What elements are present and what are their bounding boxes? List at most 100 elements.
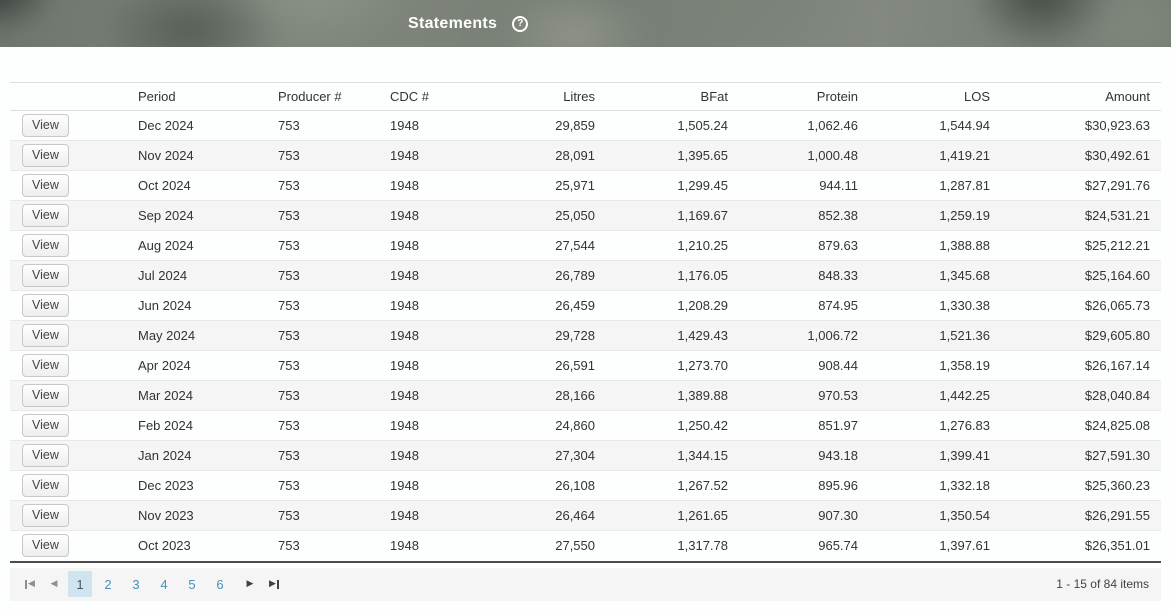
page-button-4[interactable]: 4 <box>160 576 168 592</box>
cell-amount: $30,923.63 <box>1001 110 1161 141</box>
cell-view: View <box>10 320 138 351</box>
next-page-button[interactable]: ▶ <box>238 571 262 597</box>
header-title-group: Statements ? <box>408 15 529 33</box>
cell-protein: 852.38 <box>739 200 869 231</box>
cell-litres: 27,544 <box>510 230 606 261</box>
cell-litres: 29,859 <box>510 110 606 141</box>
cell-bfat: 1,344.15 <box>606 440 739 471</box>
cell-protein: 1,062.46 <box>739 110 869 141</box>
view-statement-button[interactable]: View <box>22 414 69 437</box>
cell-view: View <box>10 470 138 501</box>
cell-producer_no: 753 <box>278 260 390 291</box>
cell-period: Aug 2024 <box>138 230 278 261</box>
statements-table: Period Producer # CDC # Litres BFat Prot… <box>10 82 1161 561</box>
view-statement-button[interactable]: View <box>22 504 69 527</box>
view-statement-button[interactable]: View <box>22 294 69 317</box>
help-icon[interactable]: ? <box>512 15 529 32</box>
table-row: View Jul 2024 753 1948 26,789 1,176.05 848.33 1… <box>10 260 1161 291</box>
view-statement-button[interactable]: View <box>22 204 69 227</box>
cell-view: View <box>10 350 138 381</box>
cell-los: 1,419.21 <box>869 140 1001 171</box>
cell-bfat: 1,299.45 <box>606 170 739 201</box>
view-statement-button[interactable]: View <box>22 234 69 257</box>
cell-amount: $27,591.30 <box>1001 440 1161 471</box>
view-statement-button[interactable]: View <box>22 534 69 558</box>
page-button-2[interactable]: 2 <box>104 576 112 592</box>
cell-period: Oct 2023 <box>138 538 191 554</box>
table-row: View Nov 2024 753 1948 28,091 1,395.65 1,000.4… <box>10 140 1161 171</box>
cell-litres: 26,789 <box>510 260 606 291</box>
cell-protein: 1,000.48 <box>739 140 869 171</box>
cell-cdc_no: 1948 <box>390 538 419 554</box>
cell-litres: 25,050 <box>510 200 606 231</box>
cell-litres: 28,091 <box>510 140 606 171</box>
cell-view: View <box>10 200 138 231</box>
cell-protein: 874.95 <box>739 290 869 321</box>
view-statement-button[interactable]: View <box>22 324 69 347</box>
view-statement-button[interactable]: View <box>22 444 69 467</box>
cell-view: View <box>10 290 138 321</box>
table-row: View Aug 2024 753 1948 27,544 1,210.25 879.63 1… <box>10 230 1161 261</box>
page-button-3[interactable]: 3 <box>132 576 140 592</box>
header-background-image <box>0 0 1171 47</box>
table-row: View Oct 2023 753 1948 27,550 1,317.78 965.74 1… <box>10 531 1161 561</box>
cell-producer_no: 753 <box>278 290 390 321</box>
cell-producer_no: 753 <box>278 230 390 261</box>
cell-protein: 1,006.72 <box>739 320 869 351</box>
column-header-los: LOS <box>869 82 1001 111</box>
column-header-litres: Litres <box>510 82 606 111</box>
cell-period: Jun 2024 <box>138 290 278 321</box>
cell-los: 1,287.81 <box>869 170 1001 201</box>
previous-page-button[interactable]: ◀ <box>42 571 66 597</box>
cell-producer_no: 753 <box>278 470 390 501</box>
table-row: View May 2024 753 1948 29,728 1,429.43 1,006.7… <box>10 320 1161 351</box>
cell-protein: 879.63 <box>739 230 869 261</box>
page-button-5[interactable]: 5 <box>188 576 196 592</box>
table-row: View Oct 2024 753 1948 25,971 1,299.45 944.11 1… <box>10 170 1161 201</box>
column-header-view <box>10 82 138 111</box>
cell-cdc_no: 1948 <box>390 440 510 471</box>
cell-protein: 943.18 <box>739 440 869 471</box>
cell-litres: 27,550 <box>555 538 595 554</box>
table-header-row: Period Producer # CDC # Litres BFat Prot… <box>10 82 1161 111</box>
view-statement-button[interactable]: View <box>22 384 69 407</box>
previous-page-icon: ◀ <box>50 578 58 589</box>
cell-period: Dec 2024 <box>138 110 278 141</box>
table-row: View Mar 2024 753 1948 28,166 1,389.88 970.53 1… <box>10 380 1161 411</box>
cell-cdc_no: 1948 <box>390 500 510 531</box>
cell-protein: 907.30 <box>739 500 869 531</box>
cell-producer_no: 753 <box>278 170 390 201</box>
cell-amount: $24,531.21 <box>1001 200 1161 231</box>
view-statement-button[interactable]: View <box>22 264 69 287</box>
column-header-amount: Amount <box>1001 82 1161 111</box>
cell-period: Dec 2023 <box>138 470 278 501</box>
view-statement-button[interactable]: View <box>22 144 69 167</box>
cell-amount: $28,040.84 <box>1001 380 1161 411</box>
cell-bfat: 1,169.67 <box>606 200 739 231</box>
table-row: View Sep 2024 753 1948 25,050 1,169.67 852.38 1… <box>10 200 1161 231</box>
cell-period: Feb 2024 <box>138 410 278 441</box>
cell-producer_no: 753 <box>278 200 390 231</box>
first-page-icon <box>25 579 28 589</box>
cell-los: 1,388.88 <box>869 230 1001 261</box>
view-statement-button[interactable]: View <box>22 174 69 197</box>
cell-bfat: 1,267.52 <box>606 470 739 501</box>
cell-los: 1,330.38 <box>869 290 1001 321</box>
view-statement-button[interactable]: View <box>22 474 69 497</box>
cell-amount: $25,360.23 <box>1001 470 1161 501</box>
last-page-button[interactable]: ▶ <box>262 571 286 597</box>
first-page-arrow-icon: ◀ <box>28 578 35 589</box>
cell-cdc_no: 1948 <box>390 320 510 351</box>
cell-litres: 26,459 <box>510 290 606 321</box>
page-button-1[interactable]: 1 <box>68 571 92 597</box>
cell-period: Nov 2023 <box>138 500 278 531</box>
cell-litres: 26,464 <box>510 500 606 531</box>
cell-view: View <box>10 170 138 201</box>
view-statement-button[interactable]: View <box>22 354 69 377</box>
page-button-6[interactable]: 6 <box>216 576 224 592</box>
next-page-icon: ▶ <box>246 578 254 589</box>
first-page-button[interactable]: ◀ <box>18 571 42 597</box>
view-statement-button[interactable]: View <box>22 114 69 137</box>
cell-amount: $25,212.21 <box>1001 230 1161 261</box>
statements-grid: Period Producer # CDC # Litres BFat Prot… <box>10 82 1161 601</box>
